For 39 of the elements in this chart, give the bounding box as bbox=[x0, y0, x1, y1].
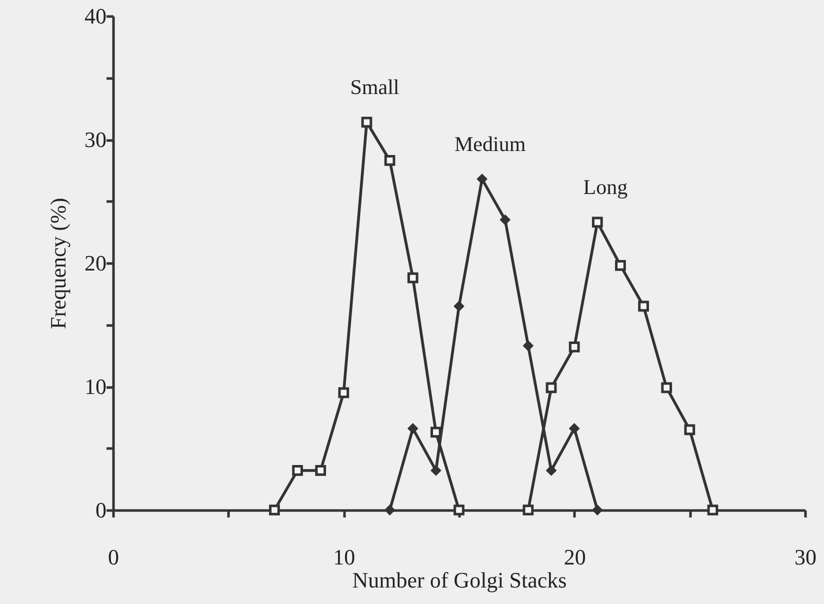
x-tick-label: 30 bbox=[794, 544, 816, 570]
x-tick-label: 20 bbox=[564, 544, 586, 570]
series-label: Medium bbox=[454, 132, 526, 156]
point bbox=[338, 387, 350, 398]
point bbox=[684, 424, 696, 436]
y-axis-title: Frequency (%) bbox=[46, 198, 70, 330]
point bbox=[522, 504, 534, 516]
point bbox=[292, 465, 303, 476]
point bbox=[592, 216, 603, 228]
y-tick-label: 30 bbox=[84, 127, 106, 152]
point bbox=[408, 423, 418, 434]
point bbox=[384, 504, 396, 516]
point bbox=[384, 155, 396, 166]
point bbox=[546, 382, 557, 394]
point bbox=[568, 342, 580, 352]
point bbox=[707, 504, 718, 516]
point bbox=[500, 214, 510, 226]
point bbox=[592, 504, 603, 516]
point bbox=[569, 423, 580, 434]
point bbox=[454, 300, 464, 312]
point bbox=[315, 465, 326, 476]
point bbox=[269, 504, 280, 516]
point bbox=[615, 260, 626, 271]
series-label: Small bbox=[350, 75, 400, 100]
series-label: Long bbox=[583, 175, 628, 200]
point bbox=[661, 382, 672, 394]
y-tick-label: 0 bbox=[96, 498, 106, 522]
point bbox=[522, 340, 534, 351]
y-tick-label: 20 bbox=[84, 250, 106, 276]
x-axis-title: Number of Golgi Stacks bbox=[352, 568, 567, 592]
point bbox=[476, 174, 488, 184]
point bbox=[430, 465, 442, 476]
y-tick-label: 10 bbox=[84, 374, 106, 399]
point bbox=[546, 465, 557, 476]
x-tick-label: 10 bbox=[333, 544, 356, 570]
point bbox=[407, 272, 418, 284]
point bbox=[361, 116, 372, 128]
point bbox=[638, 300, 649, 312]
y-tick-label: 40 bbox=[84, 4, 106, 28]
